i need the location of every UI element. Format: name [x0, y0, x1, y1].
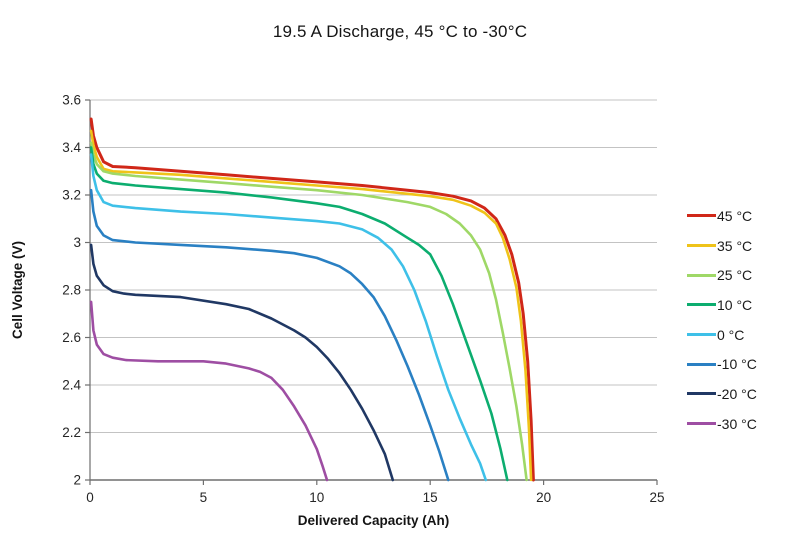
chart-title: 19.5 A Discharge, 45 °C to -30°C: [272, 22, 528, 41]
legend-item: 35 °C: [687, 231, 757, 261]
legend-label: 0 °C: [717, 326, 745, 343]
legend-item: 25 °C: [687, 260, 757, 290]
legend: 45 °C 35 °C 25 °C 10 °C 0 °C -10 °C -20 °C -30 …: [687, 201, 757, 439]
legend-item: -30 °C: [687, 409, 757, 439]
legend-label: -30 °C: [717, 415, 757, 432]
y-tick-label: 2: [73, 473, 81, 488]
y-tick-label: 2.6: [62, 330, 81, 345]
legend-line-swatch: [687, 303, 716, 307]
series-line-45c: [89, 117, 535, 482]
x-tick-label: 25: [649, 490, 664, 505]
legend-line-swatch: [687, 392, 716, 396]
y-tick-label: 2.8: [62, 283, 81, 298]
legend-line-swatch: [687, 333, 716, 337]
legend-item: 0 °C: [687, 320, 757, 350]
series-line--30c: [89, 300, 329, 482]
y-axis-title: Cell Voltage (V): [10, 241, 25, 339]
legend-item: 10 °C: [687, 290, 757, 320]
legend-label: 45 °C: [717, 207, 753, 224]
y-tick-label: 3: [73, 235, 81, 250]
series-line--20c: [89, 243, 395, 482]
series-line--10c: [89, 188, 450, 482]
series-line-25c: [89, 141, 528, 482]
y-tick-label: 3.4: [62, 140, 81, 155]
legend-label: 35 °C: [717, 237, 753, 254]
legend-item: -20 °C: [687, 379, 757, 409]
y-tick-label: 2.4: [62, 378, 81, 393]
legend-line-swatch: [687, 214, 716, 218]
legend-line-swatch: [687, 422, 716, 426]
legend-item: 45 °C: [687, 201, 757, 231]
legend-line-swatch: [687, 244, 716, 248]
legend-item: -10 °C: [687, 349, 757, 379]
x-tick-label: 5: [200, 490, 208, 505]
x-tick-label: 0: [86, 490, 94, 505]
y-tick-label: 3.2: [62, 188, 81, 203]
x-tick-label: 15: [423, 490, 438, 505]
legend-label: -20 °C: [717, 385, 757, 402]
legend-label: -10 °C: [717, 356, 757, 373]
y-tick-label: 3.6: [62, 93, 81, 108]
series-line-10c: [89, 146, 509, 482]
y-tick-label: 2.2: [62, 425, 81, 440]
legend-line-swatch: [687, 273, 716, 277]
legend-line-swatch: [687, 362, 716, 366]
x-tick-label: 10: [309, 490, 324, 505]
legend-label: 10 °C: [717, 296, 753, 313]
x-axis-title: Delivered Capacity (Ah): [298, 513, 450, 528]
series-line-35c: [89, 129, 533, 482]
series-line-0c: [89, 153, 488, 482]
legend-label: 25 °C: [717, 267, 753, 284]
x-tick-label: 20: [536, 490, 551, 505]
